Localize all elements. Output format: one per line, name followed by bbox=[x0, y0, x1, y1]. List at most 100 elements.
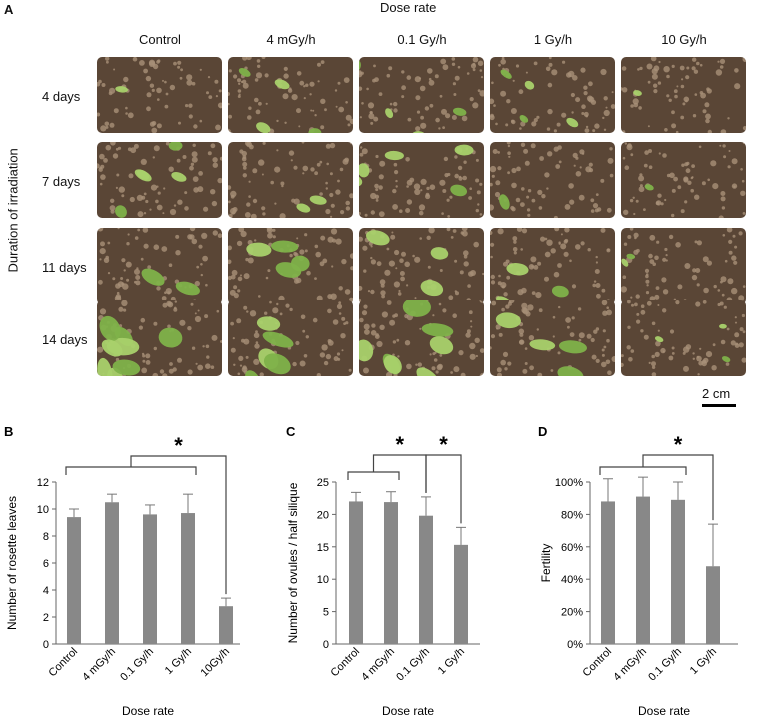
bar bbox=[143, 514, 157, 644]
x-tick-label: 0.1 Gy/h bbox=[646, 646, 684, 684]
x-tick-label: 1 Gy/h bbox=[688, 646, 719, 677]
bar bbox=[706, 566, 720, 644]
y-tick-label: 0 bbox=[43, 639, 49, 651]
significance-bracket bbox=[65, 466, 197, 475]
seedling-photo bbox=[97, 142, 222, 218]
x-tick-label: Control bbox=[329, 646, 363, 680]
y-tick-label: 100% bbox=[555, 477, 583, 489]
seedling-photo bbox=[228, 57, 353, 133]
y-tick-label: 6 bbox=[43, 558, 49, 570]
seedling-photo bbox=[228, 142, 353, 218]
row-label: 11 days bbox=[42, 260, 87, 275]
y-tick-label: 4 bbox=[43, 585, 49, 597]
x-tick-label: 0.1 Gy/h bbox=[118, 646, 156, 684]
seedling-photo bbox=[359, 300, 484, 376]
bar bbox=[349, 501, 363, 644]
seedling-photo bbox=[228, 228, 353, 304]
x-tick-label: 4 mGy/h bbox=[611, 646, 649, 684]
seedling-photo bbox=[490, 300, 615, 376]
seedling-photo bbox=[621, 142, 746, 218]
row-label: 7 days bbox=[42, 174, 81, 189]
y-tick-label: 20 bbox=[317, 509, 329, 521]
seedling-photo bbox=[490, 228, 615, 304]
seedling-photo bbox=[490, 142, 615, 218]
x-tick-label: 4 mGy/h bbox=[359, 646, 397, 684]
y-tick-label: 20% bbox=[561, 607, 583, 619]
panel-a-top-title: Dose rate bbox=[380, 0, 437, 15]
panel-letter: D bbox=[538, 424, 547, 439]
y-tick-label: 8 bbox=[43, 531, 49, 543]
y-axis-label: Number of rosette leaves bbox=[5, 496, 19, 630]
bar-charts: B 0 2 4 6 8 10 12 Number of rosette leaves Contro… bbox=[4, 424, 738, 718]
y-axis-label: Number of ovules / half silique bbox=[286, 482, 300, 643]
x-tick-label: 10Gy/h bbox=[199, 646, 233, 680]
significance-bracket bbox=[347, 471, 400, 480]
significance-bracket bbox=[372, 454, 427, 493]
bar bbox=[181, 513, 195, 644]
x-tick-label: 4 mGy/h bbox=[80, 646, 118, 684]
seedling-photo bbox=[621, 57, 746, 133]
column-label: Control bbox=[139, 32, 181, 47]
y-tick-label: 10 bbox=[317, 574, 329, 586]
x-tick-label: 1 Gy/h bbox=[436, 646, 467, 677]
y-axis-label: Fertility bbox=[539, 544, 553, 583]
y-tick-label: 5 bbox=[323, 607, 329, 619]
significance-bracket bbox=[642, 454, 714, 521]
y-tick-label: 0% bbox=[567, 639, 583, 651]
panel-letter: C bbox=[286, 424, 296, 439]
seedling-photo bbox=[359, 228, 484, 304]
seedling-photo bbox=[97, 228, 222, 304]
significance-bracket bbox=[425, 454, 462, 524]
y-tick-label: 10 bbox=[37, 504, 49, 516]
column-label: 0.1 Gy/h bbox=[397, 32, 447, 47]
panel-a-letter: A bbox=[4, 2, 14, 17]
y-tick-label: 60% bbox=[561, 542, 583, 554]
seedling-photo bbox=[359, 142, 484, 218]
x-axis-label: Dose rate bbox=[638, 704, 690, 718]
y-tick-label: 12 bbox=[37, 477, 49, 489]
bar bbox=[219, 606, 233, 644]
panel-letter: B bbox=[4, 424, 13, 439]
significance-star: * bbox=[674, 432, 683, 457]
significance-bracket bbox=[130, 455, 227, 595]
y-tick-label: 0 bbox=[323, 639, 329, 651]
significance-star: * bbox=[174, 433, 183, 458]
row-label: 14 days bbox=[42, 332, 88, 347]
bar bbox=[454, 544, 468, 644]
bar bbox=[671, 499, 685, 644]
panel-a-side-title: Duration of irradiation bbox=[5, 148, 21, 273]
seedling-photo bbox=[490, 57, 615, 133]
scale-bar bbox=[702, 404, 736, 407]
bar bbox=[419, 515, 433, 644]
seedling-photo bbox=[621, 300, 746, 376]
y-tick-label: 80% bbox=[561, 509, 583, 521]
x-tick-label: Control bbox=[581, 646, 615, 680]
row-label: 4 days bbox=[42, 89, 81, 104]
x-axis-label: Dose rate bbox=[122, 704, 174, 718]
y-tick-label: 40% bbox=[561, 574, 583, 586]
y-tick-label: 15 bbox=[317, 542, 329, 554]
x-tick-label: 1 Gy/h bbox=[163, 646, 194, 677]
seedling-photo bbox=[359, 57, 484, 133]
significance-star: * bbox=[395, 432, 404, 457]
x-tick-label: 0.1 Gy/h bbox=[394, 646, 432, 684]
seedling-photo bbox=[97, 57, 222, 133]
significance-star: * bbox=[439, 432, 448, 457]
column-label: 4 mGy/h bbox=[266, 32, 316, 47]
y-tick-label: 25 bbox=[317, 477, 329, 489]
bar bbox=[105, 502, 119, 644]
seedling-photo bbox=[97, 300, 222, 376]
y-tick-label: 2 bbox=[43, 612, 49, 624]
bar bbox=[67, 517, 81, 644]
seedling-photo bbox=[621, 228, 746, 304]
column-label: 10 Gy/h bbox=[661, 32, 707, 47]
seedling-photo bbox=[228, 300, 353, 376]
bar bbox=[384, 502, 398, 644]
x-axis-label: Dose rate bbox=[382, 704, 434, 718]
bar bbox=[601, 501, 615, 644]
scale-bar-label: 2 cm bbox=[702, 386, 731, 401]
bar bbox=[636, 496, 650, 644]
significance-bracket bbox=[599, 466, 687, 475]
column-label: 1 Gy/h bbox=[533, 32, 573, 47]
x-tick-label: Control bbox=[47, 646, 81, 680]
